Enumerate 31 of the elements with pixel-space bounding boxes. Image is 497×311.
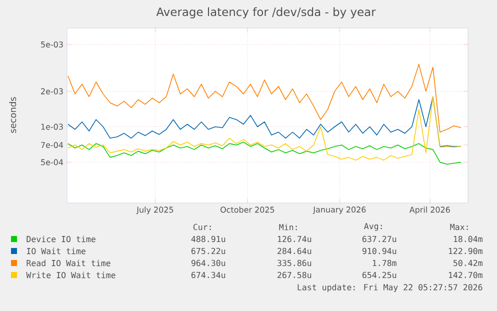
text: 122.90m bbox=[448, 248, 482, 254]
line-series bbox=[68, 96, 462, 147]
text: 1.78m bbox=[372, 260, 396, 266]
text: 654.25u bbox=[362, 272, 396, 278]
text: 964.30u bbox=[191, 260, 226, 266]
line-series bbox=[68, 142, 462, 165]
y-axis-title: seconds bbox=[9, 97, 16, 133]
text: Avg: bbox=[364, 223, 382, 231]
text: 284.64u bbox=[278, 248, 312, 254]
chart-title: Average latency for /dev/sda - by year bbox=[156, 7, 376, 18]
legend-label: Write IO Wait time bbox=[26, 272, 116, 278]
text: 18.04m bbox=[454, 236, 482, 242]
text: 267.58u bbox=[278, 272, 312, 278]
text: Cur: bbox=[193, 224, 211, 230]
text: Max: bbox=[450, 224, 468, 230]
line-series bbox=[68, 64, 462, 133]
legend-label: IO Wait time bbox=[27, 248, 86, 254]
text: 675.22u bbox=[191, 248, 226, 254]
text: 637.27u bbox=[362, 236, 396, 242]
text: 50.42m bbox=[454, 260, 482, 266]
text: 910.94u bbox=[362, 248, 396, 254]
text: 142.70m bbox=[448, 272, 482, 278]
text: 488.91u bbox=[191, 236, 226, 242]
text: 335.86u bbox=[278, 260, 312, 266]
line-series bbox=[68, 96, 462, 161]
text: Last update: Fri May 22 05:27:57 2026 bbox=[298, 284, 482, 292]
legend-label: Read IO Wait time bbox=[26, 260, 110, 266]
text: 674.34u bbox=[191, 272, 226, 278]
legend-label: Device IO time bbox=[26, 236, 96, 242]
text: 126.74u bbox=[278, 236, 312, 242]
text: Min: bbox=[279, 224, 297, 230]
